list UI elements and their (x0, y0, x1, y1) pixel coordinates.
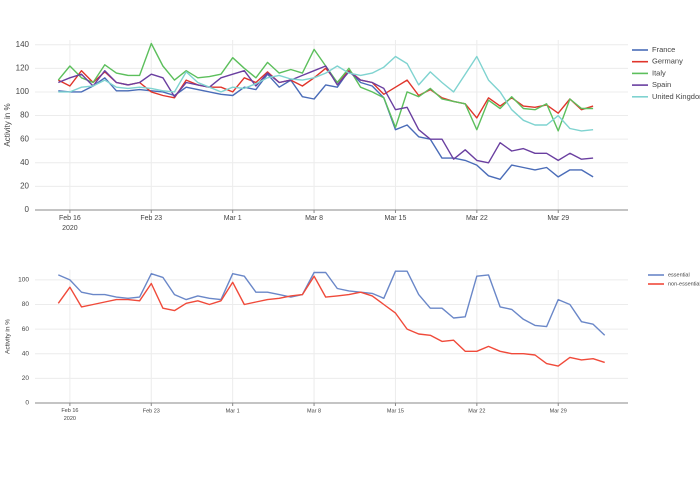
y-axis-label: Activity in % (3, 103, 12, 146)
y-tick-label: 100 (16, 87, 30, 96)
series-line (58, 55, 594, 132)
y-tick-label: 0 (25, 400, 29, 407)
legend-label: Germany (652, 57, 683, 66)
series-line (58, 65, 594, 164)
series-line (58, 270, 606, 336)
x-tick-label: Feb 23 (143, 408, 160, 414)
y-tick-label: 0 (25, 205, 30, 214)
y-tick-label: 40 (22, 350, 30, 357)
y-tick-label: 80 (20, 111, 29, 120)
x-tick-label: Mar 8 (305, 215, 323, 222)
x-tick-label: Mar 1 (224, 215, 242, 222)
legend-label: essential (668, 272, 690, 278)
y-tick-label: 20 (20, 181, 29, 190)
x-tick-label: Mar 15 (387, 408, 404, 414)
legend-label: non-essential (668, 281, 700, 287)
x-tick-label: Mar 22 (466, 215, 488, 222)
x-tick-label: Mar 15 (385, 215, 407, 222)
series-line (57, 67, 594, 119)
y-tick-label: 80 (22, 301, 30, 308)
y-tick-label: 40 (20, 158, 29, 167)
x-tick-label: Mar 29 (550, 408, 567, 414)
y-tick-label: 100 (18, 277, 29, 284)
legend-label: Spain (652, 80, 671, 89)
x-tick-label: Feb 23 (140, 215, 162, 222)
x-tick-label: Feb 16 2020 (61, 408, 78, 422)
legend-label: United Kingdom (652, 92, 700, 101)
y-tick-label: 20 (22, 375, 30, 382)
x-tick-label: Feb 16 2020 (59, 215, 81, 232)
y-tick-label: 60 (20, 134, 29, 143)
x-tick-label: Mar 22 (468, 408, 485, 414)
x-tick-label: Mar 1 (226, 408, 240, 414)
series-line (57, 275, 605, 367)
y-tick-label: 120 (16, 63, 30, 72)
x-tick-label: Mar 29 (547, 215, 569, 222)
legend-label: France (652, 45, 675, 54)
y-tick-label: 140 (16, 40, 30, 49)
y-tick-label: 60 (22, 326, 30, 333)
x-tick-label: Mar 8 (307, 408, 321, 414)
y-axis-label: Activity in % (5, 319, 12, 354)
legend-label: Italy (652, 68, 666, 77)
series-line (58, 70, 594, 180)
